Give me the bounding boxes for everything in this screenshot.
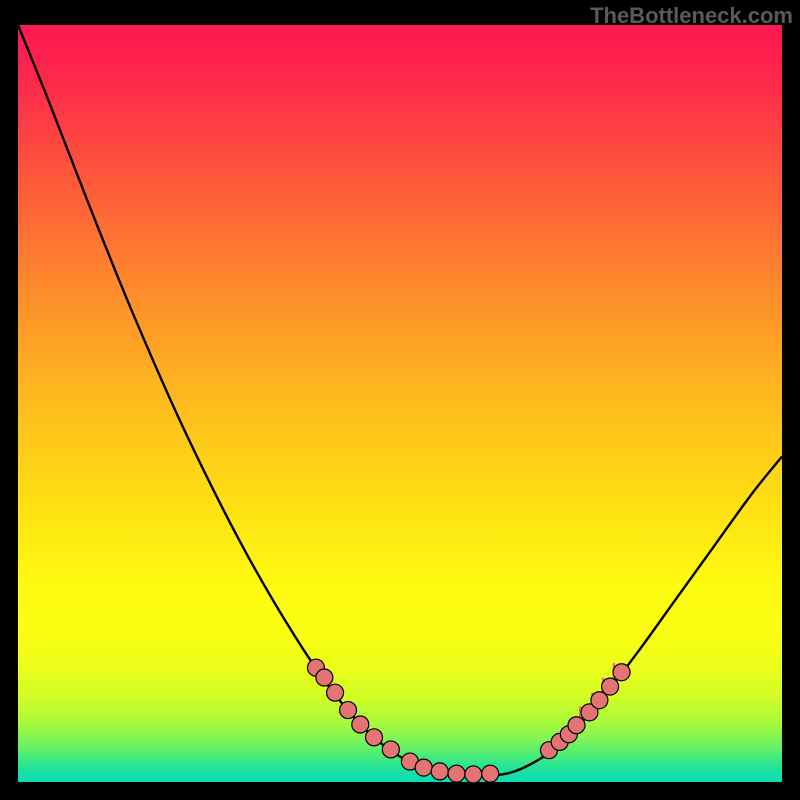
- marker-left: [340, 702, 357, 719]
- marker-left: [431, 763, 448, 780]
- watermark-text: TheBottleneck.com: [590, 3, 793, 29]
- marker-right: [602, 678, 619, 695]
- marker-left: [415, 759, 432, 776]
- plot-background: [18, 25, 782, 782]
- bottleneck-curve-chart: [0, 0, 800, 800]
- marker-right: [568, 717, 585, 734]
- marker-left: [327, 684, 344, 701]
- marker-right: [613, 664, 630, 681]
- marker-left: [448, 765, 465, 782]
- marker-left: [316, 669, 333, 686]
- marker-left: [366, 729, 383, 746]
- chart-frame: TheBottleneck.com: [0, 0, 800, 800]
- marker-left: [482, 765, 499, 782]
- marker-left: [352, 716, 369, 733]
- marker-left: [465, 766, 482, 783]
- marker-left: [382, 741, 399, 758]
